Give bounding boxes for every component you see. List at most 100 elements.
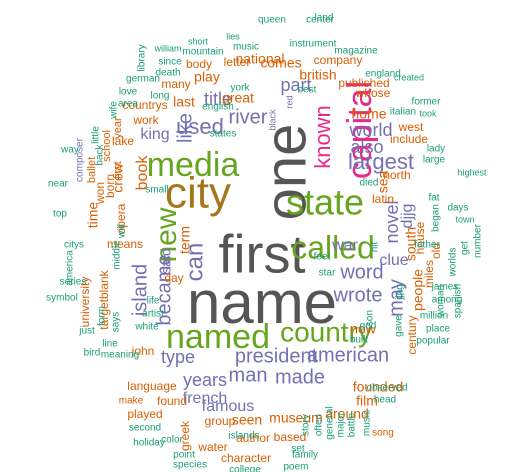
word-used: used: [176, 114, 224, 139]
word-gave: gave: [394, 315, 405, 337]
word-greek: greek: [178, 420, 192, 451]
word-south: south: [403, 227, 419, 261]
word-west: west: [398, 120, 424, 134]
word-began: began: [431, 204, 442, 232]
word-part: part: [280, 75, 311, 95]
word-town: town: [455, 214, 474, 224]
word-one: one: [253, 124, 318, 221]
word-people: people: [410, 269, 426, 311]
word-first: first: [112, 161, 124, 179]
word-born: born: [103, 174, 117, 198]
word-states: states: [210, 129, 237, 140]
word-series: series: [60, 277, 87, 288]
word-magazine: magazine: [334, 46, 378, 57]
word-bird: bird: [84, 348, 101, 359]
word-man: man: [229, 364, 268, 386]
word-body: body: [186, 57, 212, 71]
word-english: english: [202, 102, 234, 113]
word-life: life: [147, 296, 160, 307]
word-king: king: [140, 126, 169, 143]
word-top: top: [53, 209, 67, 220]
word-time: time: [85, 202, 101, 229]
word-battle: battle: [347, 412, 358, 437]
word-miles: miles: [422, 260, 436, 288]
word-include: include: [390, 132, 428, 146]
word-black: black: [267, 109, 277, 131]
word-like: like: [174, 113, 196, 143]
word-national: national: [235, 51, 284, 67]
word-white: white: [134, 322, 159, 333]
word-type: type: [161, 347, 195, 367]
word-sea: sea: [375, 171, 391, 194]
word-love: love: [119, 87, 138, 98]
word-general: general: [325, 406, 336, 439]
word-popular: popular: [416, 336, 450, 347]
word-artist: artist: [142, 309, 164, 320]
word-letter: letter: [224, 55, 251, 69]
word-war: war: [331, 237, 358, 254]
word-djjg: djjg: [399, 204, 416, 229]
word-can: can: [181, 243, 208, 282]
word-among: among: [432, 295, 463, 306]
word-played: played: [127, 407, 162, 421]
word-long: long: [151, 91, 170, 102]
word-last: last: [173, 94, 195, 110]
word-american: american: [307, 344, 389, 366]
word-little: little: [91, 126, 102, 144]
word-since: since: [158, 57, 182, 68]
word-university: university: [78, 277, 92, 328]
word-composer: composer: [75, 137, 86, 182]
word-first: first: [219, 224, 306, 284]
word-music: music: [362, 410, 373, 436]
word-name: name: [187, 269, 337, 336]
word-says: says: [111, 312, 122, 333]
word-countrys: countrys: [122, 98, 167, 112]
word-line: line: [102, 339, 118, 350]
word-lady: lady: [427, 144, 445, 155]
word-library: library: [137, 44, 148, 71]
word-poem: poem: [283, 462, 308, 472]
word-instrument: instrument: [290, 39, 337, 50]
word-point: point: [173, 450, 195, 461]
word-may: may: [385, 279, 407, 317]
word-based: based: [274, 430, 307, 444]
word-middle: middle: [112, 240, 123, 270]
word-museum: museum: [269, 410, 323, 426]
word-title: title: [204, 89, 232, 109]
word-great: great: [222, 90, 254, 106]
word-fat: fat: [428, 193, 439, 204]
word-spanish: spanish: [453, 284, 464, 318]
word-head: head: [374, 395, 396, 406]
word-state: state: [286, 182, 364, 223]
word-america: america: [65, 250, 76, 286]
word-also: also: [350, 137, 383, 157]
word-book: book: [134, 155, 151, 191]
word-college: college: [229, 465, 261, 472]
word-island: island: [129, 264, 151, 316]
word-york: york: [231, 83, 251, 94]
word-created: created: [394, 72, 424, 82]
word-old: old: [429, 243, 443, 259]
word-home: home: [351, 106, 386, 122]
word-many: many: [161, 77, 190, 91]
word-group: group: [205, 414, 236, 428]
word-river: river: [229, 106, 268, 128]
word-make: make: [119, 396, 144, 407]
word-lies: lies: [226, 31, 240, 41]
word-music: music: [233, 42, 259, 53]
word-whose: whose: [355, 86, 391, 100]
word-found: found: [157, 394, 187, 408]
word-red: red: [284, 95, 294, 108]
word-john: john: [131, 344, 155, 358]
word-meaning: meaning: [101, 350, 139, 361]
word-queen: queen: [258, 15, 286, 26]
word-center: center: [306, 15, 334, 26]
word-city: city: [165, 169, 231, 218]
word-small: small: [145, 185, 168, 196]
word-large: large: [423, 155, 446, 166]
word-character: character: [221, 451, 271, 465]
word-color: color: [161, 435, 183, 446]
word-son: son: [365, 310, 376, 326]
word-capital: capital: [341, 81, 379, 179]
